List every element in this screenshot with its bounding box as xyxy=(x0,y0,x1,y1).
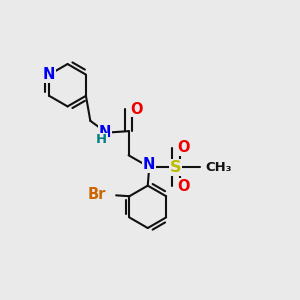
Text: O: O xyxy=(130,102,143,117)
Text: O: O xyxy=(178,179,190,194)
Text: N: N xyxy=(143,157,155,172)
Text: N: N xyxy=(43,67,56,82)
Text: N: N xyxy=(99,124,111,140)
Text: CH₃: CH₃ xyxy=(205,160,232,174)
Text: S: S xyxy=(170,160,182,175)
Text: O: O xyxy=(178,140,190,155)
Text: H: H xyxy=(96,134,107,146)
Text: Br: Br xyxy=(88,187,106,202)
